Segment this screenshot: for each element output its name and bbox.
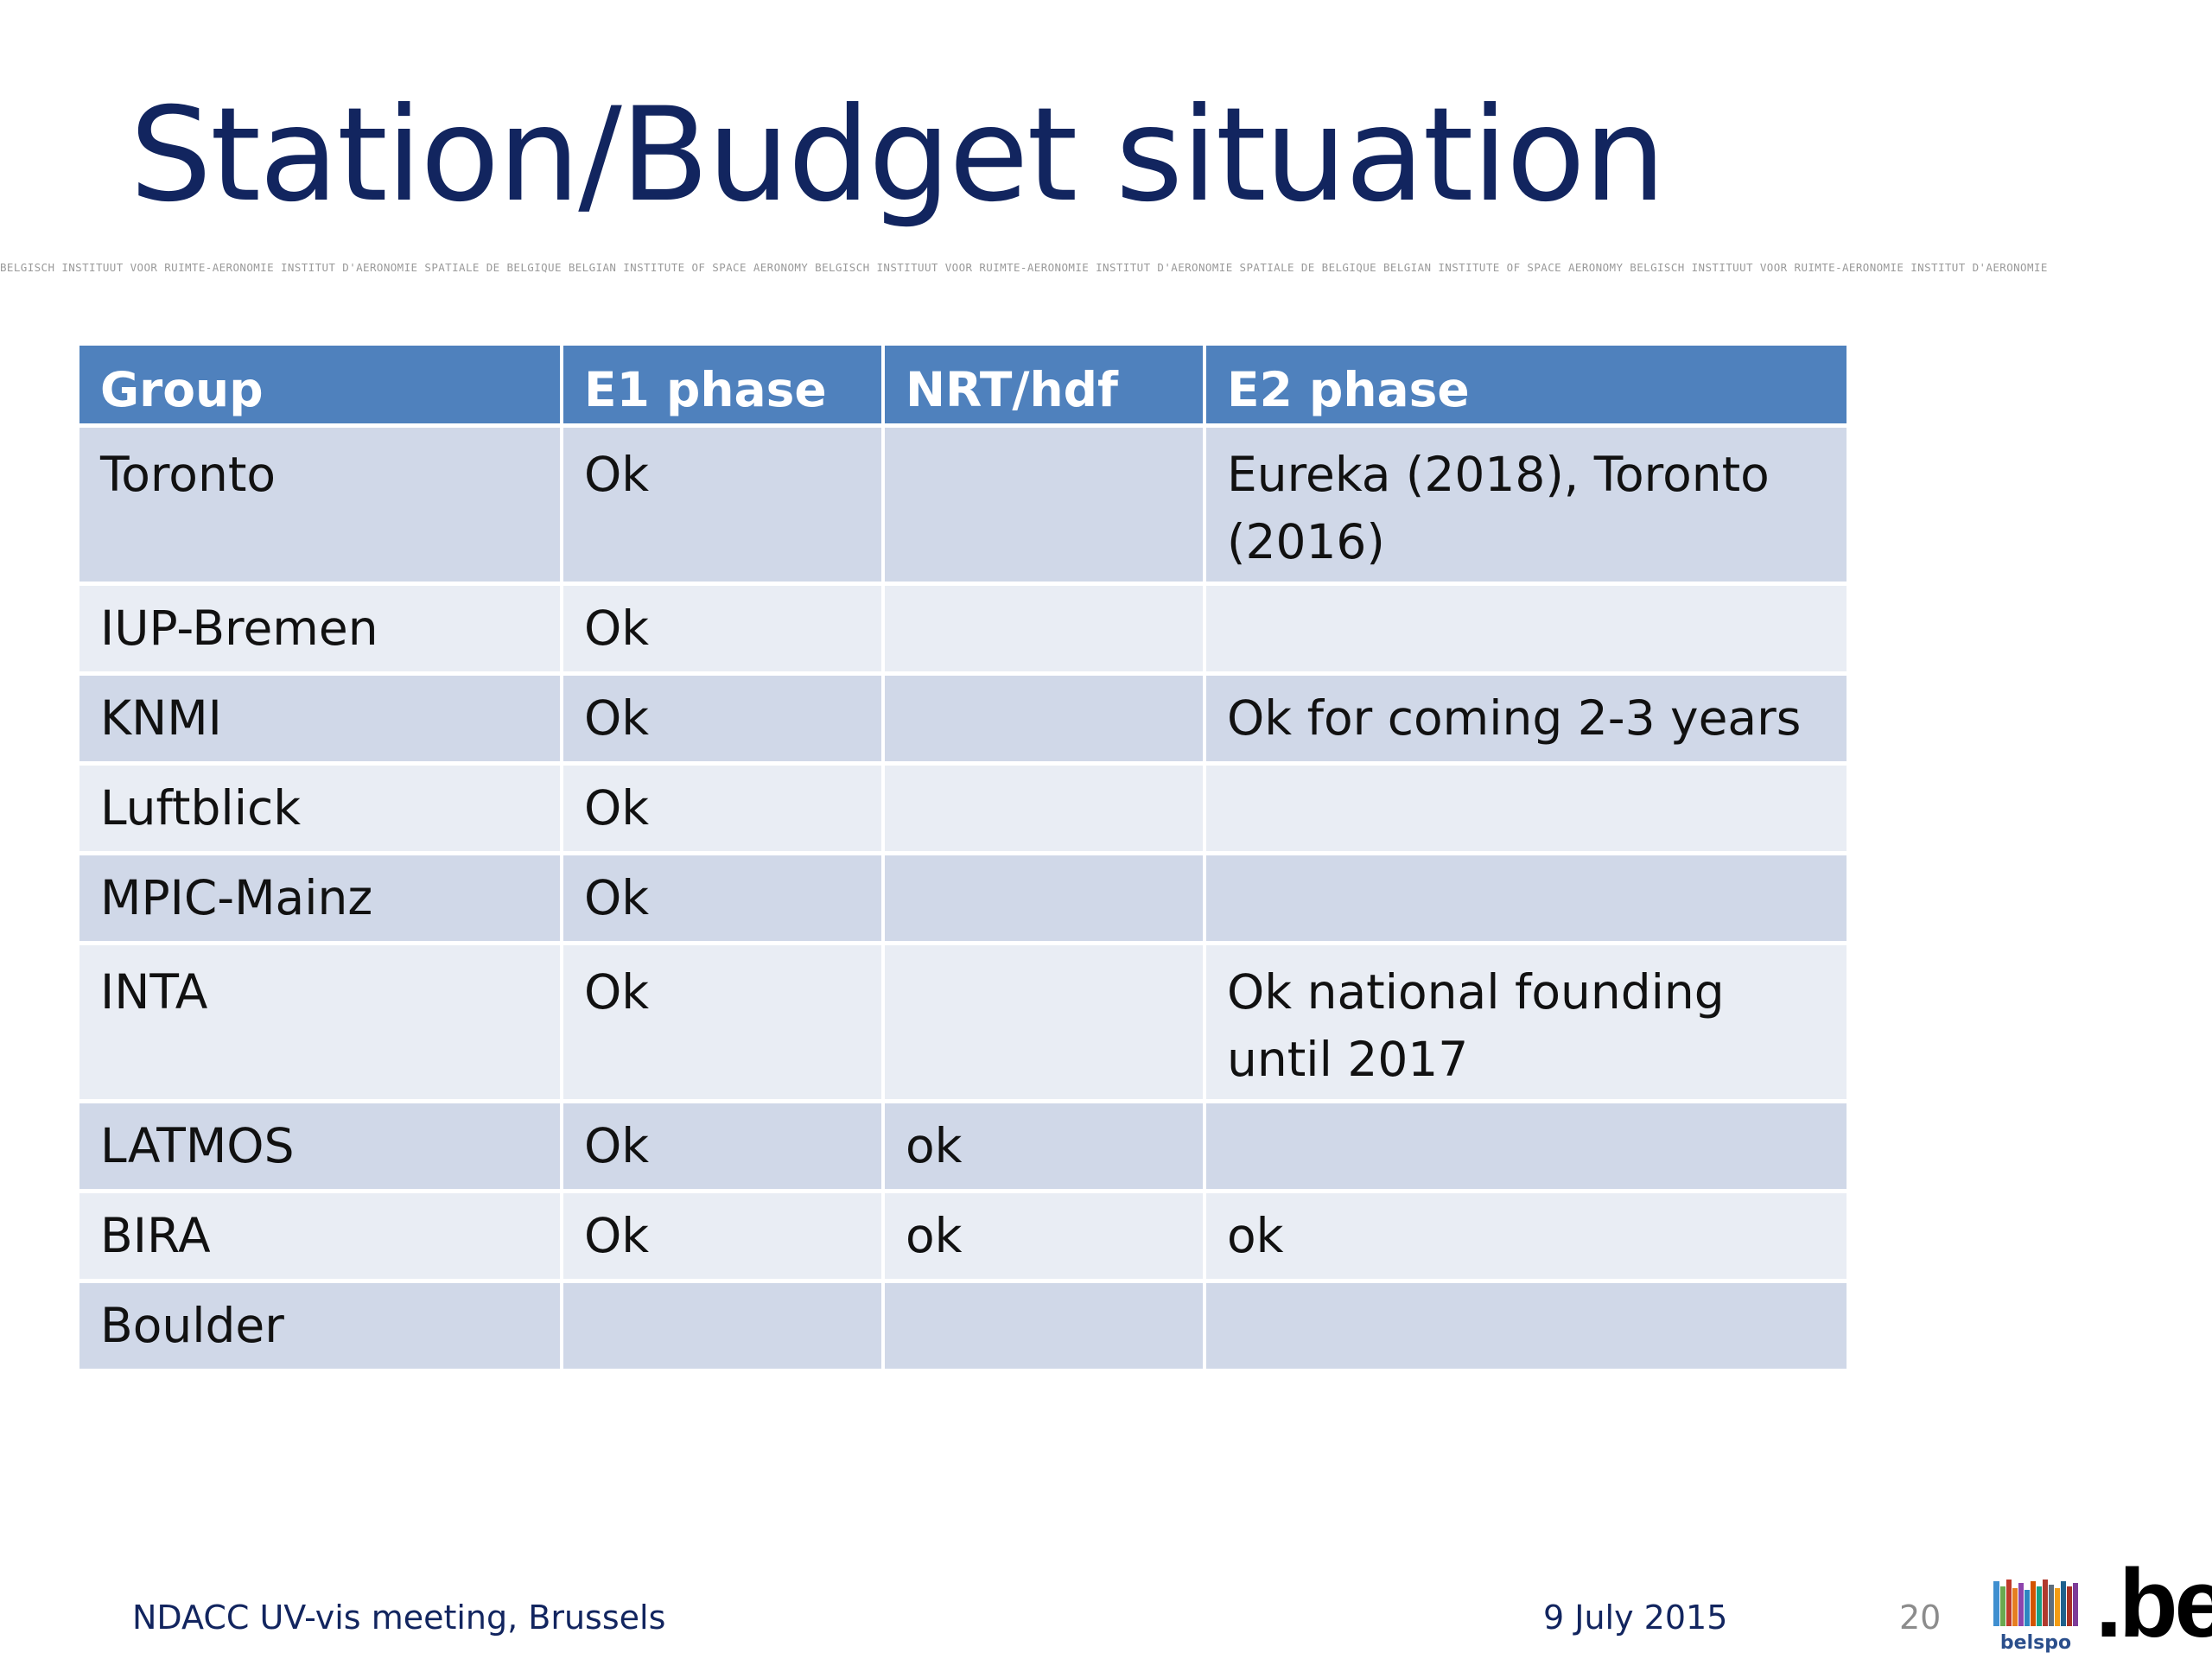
footer-date: 9 July 2015 xyxy=(1543,1599,1728,1637)
cell-e1-phase: Ok xyxy=(563,855,881,941)
cell-nrt-hdf: ok xyxy=(885,1193,1203,1279)
table-row: MPIC-Mainz Ok xyxy=(79,855,1847,941)
table-row: Toronto Ok Eureka (2018), Toronto (2016) xyxy=(79,428,1847,582)
cell-nrt-hdf xyxy=(885,428,1203,582)
cell-nrt-hdf xyxy=(885,945,1203,1099)
cell-nrt-hdf xyxy=(885,676,1203,761)
cell-e1-phase: Ok xyxy=(563,428,881,582)
cell-e2-phase xyxy=(1206,586,1847,671)
header-nrt-hdf: NRT/hdf xyxy=(885,346,1203,423)
table-row: Luftblick Ok xyxy=(79,766,1847,851)
station-budget-table: Group E1 phase NRT/hdf E2 phase Toronto … xyxy=(76,341,1850,1373)
cell-nrt-hdf xyxy=(885,766,1203,851)
cell-e2-phase: Ok national founding until 2017 xyxy=(1206,945,1847,1099)
cell-group: Luftblick xyxy=(79,766,560,851)
header-e1-phase: E1 phase xyxy=(563,346,881,423)
cell-group: INTA xyxy=(79,945,560,1099)
cell-e2-phase: Ok for coming 2-3 years xyxy=(1206,676,1847,761)
table-row: Boulder xyxy=(79,1283,1847,1369)
cell-e1-phase: Ok xyxy=(563,1103,881,1189)
slide-title: Station/Budget situation xyxy=(130,80,1666,231)
cell-e2-phase xyxy=(1206,1283,1847,1369)
institute-name-band: BELGISCH INSTITUUT VOOR RUIMTE-AERONOMIE… xyxy=(0,261,2048,274)
footer-meeting: NDACC UV-vis meeting, Brussels xyxy=(132,1599,666,1637)
cell-e1-phase: Ok xyxy=(563,676,881,761)
page-number: 20 xyxy=(1899,1599,1942,1637)
cell-e2-phase xyxy=(1206,1103,1847,1189)
table-row: LATMOS Ok ok xyxy=(79,1103,1847,1189)
belspo-logo: belspo xyxy=(1993,1580,2078,1654)
cell-e1-phase: Ok xyxy=(563,1193,881,1279)
cell-group: LATMOS xyxy=(79,1103,560,1189)
cell-e1-phase: Ok xyxy=(563,586,881,671)
cell-nrt-hdf: ok xyxy=(885,1103,1203,1189)
cell-group: Boulder xyxy=(79,1283,560,1369)
cell-e2-phase: ok xyxy=(1206,1193,1847,1279)
cell-group: KNMI xyxy=(79,676,560,761)
table-row: IUP-Bremen Ok xyxy=(79,586,1847,671)
cell-nrt-hdf xyxy=(885,586,1203,671)
table-row: KNMI Ok Ok for coming 2-3 years xyxy=(79,676,1847,761)
header-e2-phase: E2 phase xyxy=(1206,346,1847,423)
cell-nrt-hdf xyxy=(885,855,1203,941)
cell-nrt-hdf xyxy=(885,1283,1203,1369)
belspo-logo-label: belspo xyxy=(2000,1632,2071,1654)
cell-group: BIRA xyxy=(79,1193,560,1279)
table-row: BIRA Ok ok ok xyxy=(79,1193,1847,1279)
be-logo: .be xyxy=(2095,1549,2212,1657)
table-row: INTA Ok Ok national founding until 2017 xyxy=(79,945,1847,1099)
cell-e1-phase: Ok xyxy=(563,945,881,1099)
cell-group: IUP-Bremen xyxy=(79,586,560,671)
cell-e2-phase xyxy=(1206,855,1847,941)
table-header-row: Group E1 phase NRT/hdf E2 phase xyxy=(79,346,1847,423)
cell-e2-phase: Eureka (2018), Toronto (2016) xyxy=(1206,428,1847,582)
cell-group: MPIC-Mainz xyxy=(79,855,560,941)
cell-e2-phase xyxy=(1206,766,1847,851)
cell-e1-phase: Ok xyxy=(563,766,881,851)
cell-e1-phase xyxy=(563,1283,881,1369)
cell-group: Toronto xyxy=(79,428,560,582)
header-group: Group xyxy=(79,346,560,423)
